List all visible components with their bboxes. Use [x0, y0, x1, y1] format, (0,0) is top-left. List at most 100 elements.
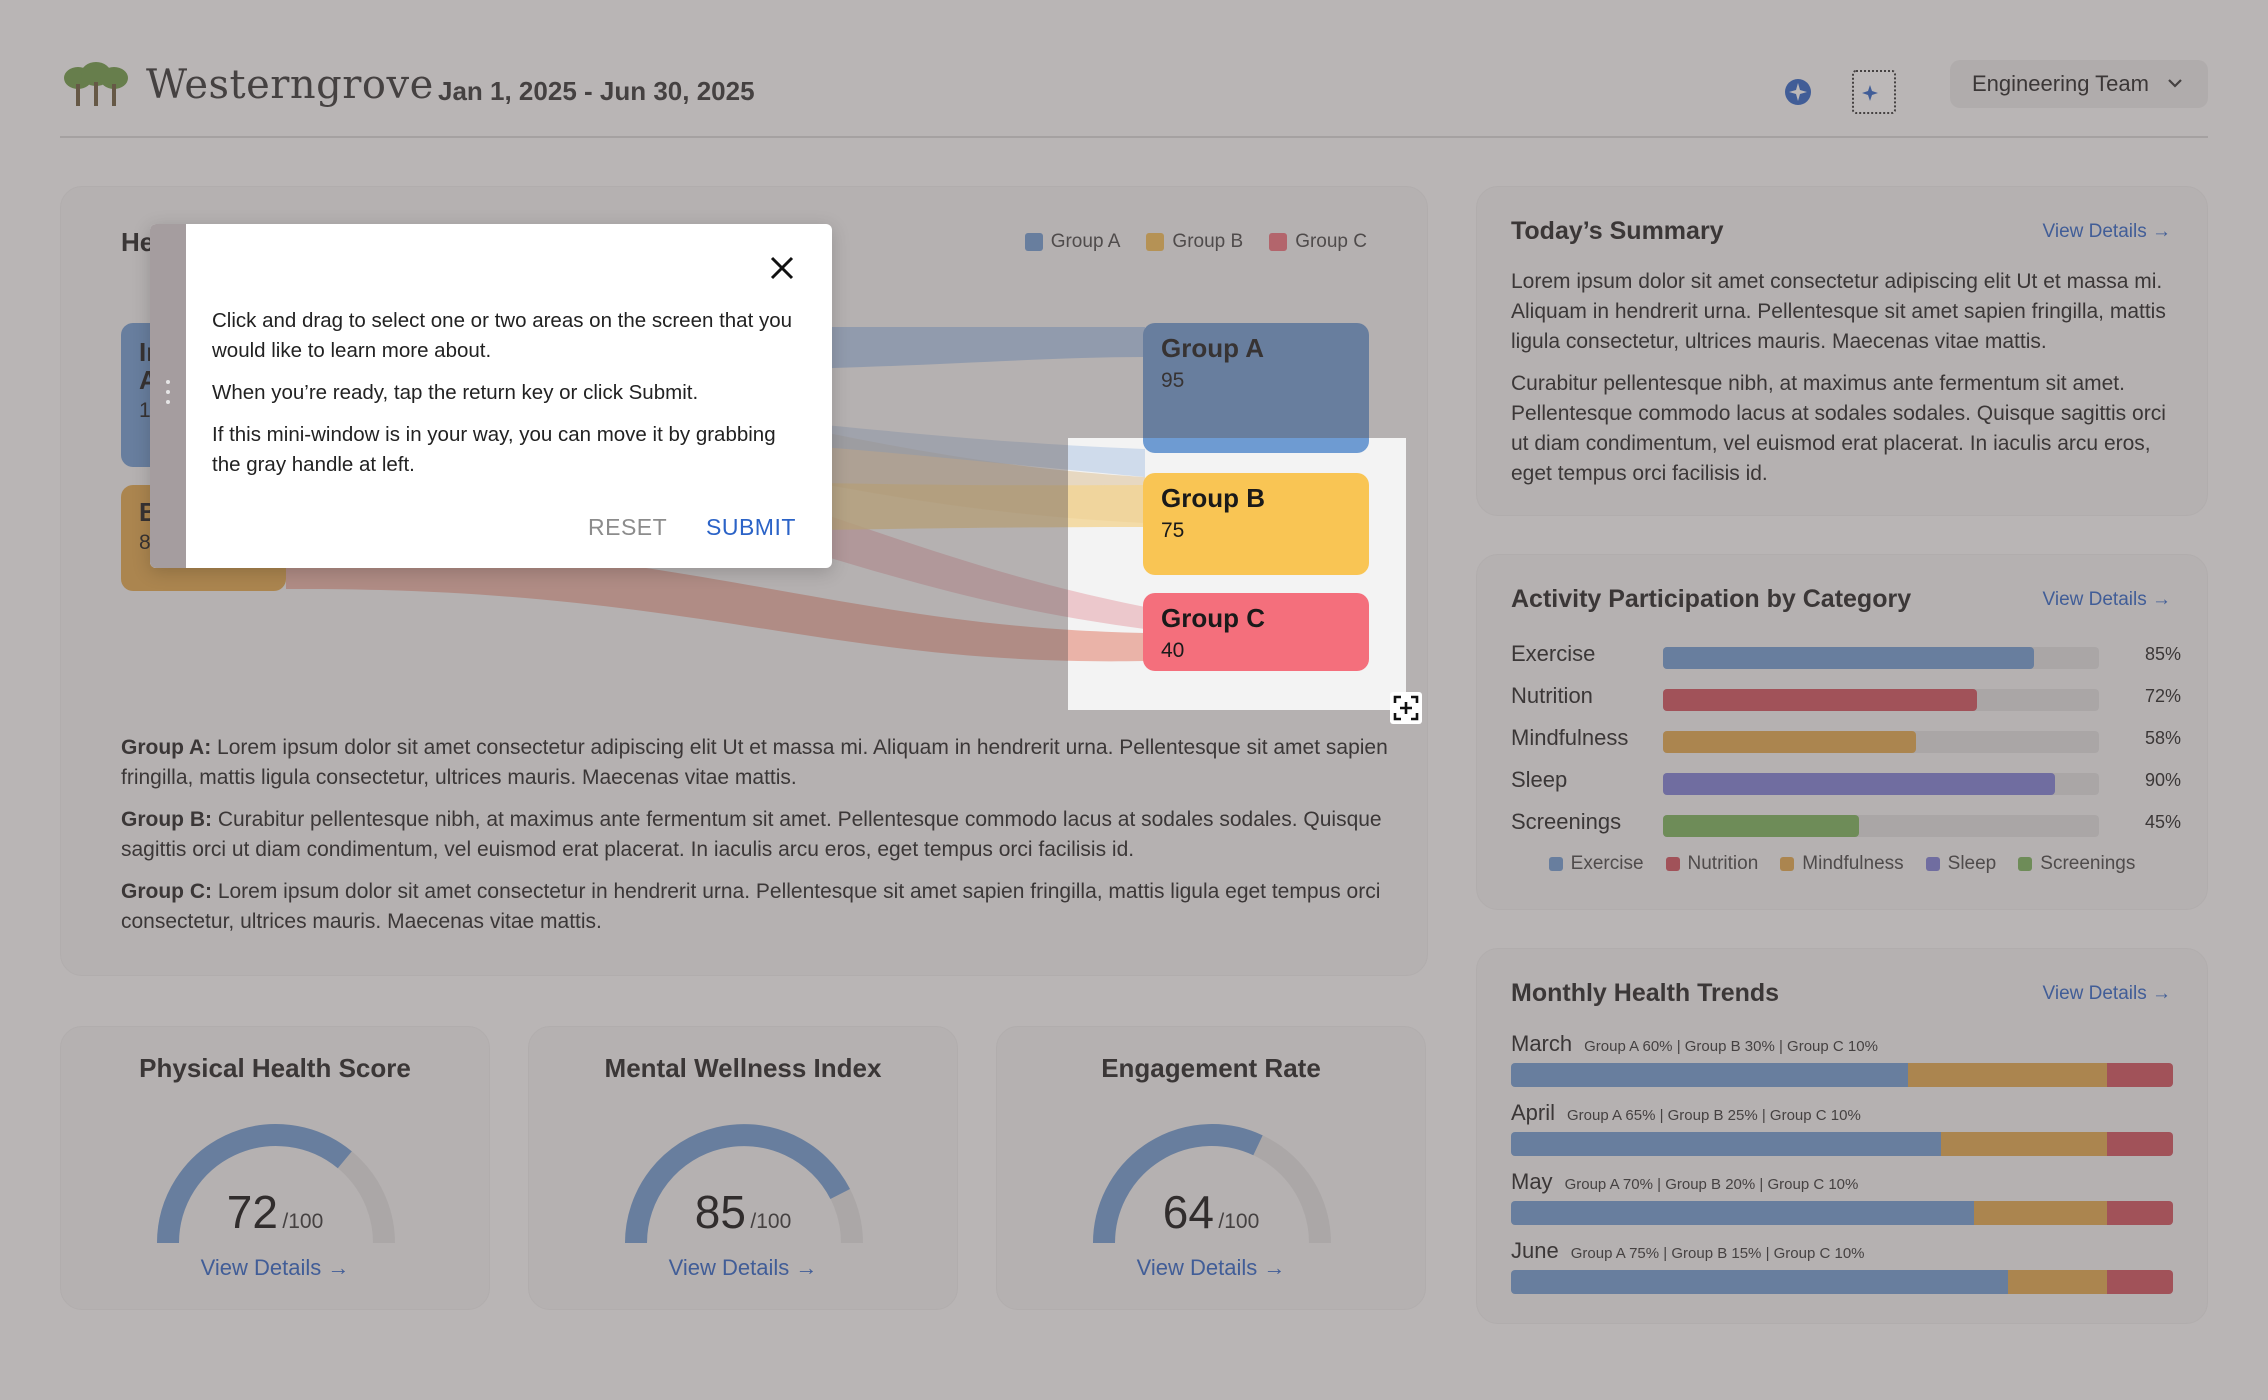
view-details-link[interactable]: View Details → [2042, 221, 2171, 242]
card-title: Today’s Summary [1511, 217, 1724, 245]
trend-month: March [1511, 1031, 1573, 1056]
gauge-title: Engagement Rate [1101, 1053, 1321, 1083]
view-details-link[interactable]: View Details → [1136, 1255, 1286, 1280]
gauge-title: Mental Wellness Index [604, 1053, 882, 1083]
trend-row: April Group A 65% | Group B 25% | Group C… [1511, 1100, 2173, 1156]
region-select-icon [1862, 85, 1878, 101]
summary-text: Lorem ipsum dolor sit amet consectetur a… [1511, 267, 2179, 501]
target-node-group-b-label: Group B [1161, 483, 1265, 513]
brand-logo: Westerngrove [60, 62, 434, 108]
segment-group-c [2106, 1063, 2173, 1087]
gauge-arc [625, 1124, 863, 1244]
target-node-group-a-value: 95 [1161, 369, 1184, 392]
activity-label: Sleep [1511, 767, 1568, 792]
close-icon[interactable] [766, 252, 798, 284]
gauge-number: 64 [1162, 1186, 1214, 1238]
team-dropdown[interactable]: Engineering Team [1950, 60, 2208, 108]
segment-group-b [1908, 1063, 2107, 1087]
trend-row: June Group A 75% | Group B 15% | Group C … [1511, 1238, 2173, 1294]
activity-row-exercise: Exercise 85% [1511, 641, 2181, 671]
selected-region[interactable]: Westerngrove Jan 1, 2025 - Jun 30, 2025 … [1068, 438, 1406, 710]
view-details-link[interactable]: View Details → [2042, 589, 2171, 610]
gauge-value: 64 /100 [997, 1185, 1425, 1239]
trend-stacked-bar [1511, 1201, 2173, 1225]
target-node-group-c [1143, 593, 1369, 671]
summary-paragraph: Curabitur pellentesque nibh, at maximus … [1511, 372, 2166, 485]
activity-bar-fill [1663, 815, 1860, 837]
trend-month: May [1511, 1169, 1553, 1194]
activity-percent: 90% [2144, 770, 2181, 790]
team-dropdown-value: Engineering Team [1972, 71, 2149, 96]
activity-participation-card: Activity Participation by Category View … [1476, 554, 2208, 910]
trend-month: June [1511, 1238, 1559, 1263]
brand-name: Westerngrove [146, 62, 434, 108]
trend-detail: Group A 75% | Group B 15% | Group C 10% [1570, 1245, 1865, 1262]
gauge-max: /100 [750, 1210, 792, 1233]
segment-group-a [1511, 1132, 1942, 1156]
trend-row: May Group A 70% | Group B 20% | Group C 1… [1511, 1169, 2173, 1225]
activity-label: Mindfulness [1511, 725, 1629, 750]
flow-chart-card: He Group A Group B Group C In A 1 B 8 Gr… [1068, 438, 1406, 710]
activity-bar-fill [1663, 773, 2056, 795]
instruction-text: If this mini-window is in your way, you … [212, 423, 776, 476]
activity-percent: 45% [2144, 812, 2181, 832]
activity-bar-fill [1663, 689, 1977, 711]
expand-selection-icon [1390, 692, 1422, 724]
trend-stacked-bar [1511, 1270, 2173, 1294]
segment-group-a [1511, 1201, 1975, 1225]
gauge-arc [1093, 1124, 1331, 1244]
trend-detail: Group A 70% | Group B 20% | Group C 10% [1564, 1176, 1859, 1193]
region-select-button[interactable] [1852, 70, 1896, 114]
legend-label: Screenings [2040, 853, 2136, 874]
instruction-text: Click and drag to select one or two area… [212, 309, 793, 362]
source-node-a-value: 1 [139, 399, 151, 422]
selection-instructions-dialog: Click and drag to select one or two area… [150, 224, 832, 568]
target-node-group-a[interactable] [1143, 323, 1369, 453]
selection-resize-handle[interactable] [1388, 690, 1424, 726]
view-details-link[interactable]: View Details → [668, 1255, 818, 1280]
activity-row-sleep: Sleep 90% [1511, 767, 2181, 797]
activity-bar-fill [1663, 731, 1916, 753]
legend-item: Exercise [1548, 853, 1644, 875]
top-header: Westerngrove Jan 1, 2025 - Jun 30, 2025 … [60, 52, 2208, 138]
segment-group-b [2007, 1270, 2107, 1294]
reset-button[interactable]: RESET [588, 514, 668, 540]
view-details-link[interactable]: View Details → [200, 1255, 350, 1280]
legend-swatch [2018, 857, 2033, 871]
gauge-fill [157, 1124, 352, 1244]
group-b-description: Group B: Curabitur pellentesque nibh, at… [121, 805, 1391, 865]
gauge-number: 85 [694, 1186, 746, 1238]
description-key: Group A: [121, 736, 212, 759]
legend-item: Group C [1269, 231, 1367, 253]
legend-item: Sleep [1925, 853, 1997, 875]
activity-percent: 85% [2144, 644, 2181, 664]
activity-bar-track [1663, 773, 2099, 795]
legend-label: Sleep [1947, 853, 1997, 874]
activity-percent: 58% [2144, 728, 2181, 748]
segment-group-b [1941, 1132, 2107, 1156]
activity-row-mindfulness: Mindfulness 58% [1511, 725, 2181, 755]
activity-bar-track [1663, 689, 2099, 711]
engagement-rate-card: Engagement Rate 64 /100 View Details → [996, 1026, 1426, 1310]
gauge-arc [157, 1124, 395, 1244]
target-node-group-b-value: 75 [1161, 519, 1184, 542]
dialog-drag-handle[interactable] [150, 224, 186, 568]
legend-swatch [1269, 233, 1288, 251]
gauge-value: 72 /100 [61, 1185, 489, 1239]
trend-row: March Group A 60% | Group B 30% | Group C… [1511, 1031, 2173, 1087]
segment-group-c [2106, 1201, 2173, 1225]
activity-percent: 72% [2144, 686, 2181, 706]
legend-item: Group B [1146, 231, 1243, 253]
submit-button[interactable]: SUBMIT [706, 514, 796, 540]
target-node-group-b [1143, 473, 1369, 575]
activity-legend: Exercise Nutrition Mindfulness Sleep Scr… [1477, 853, 2207, 875]
segment-group-a [1511, 1063, 1909, 1087]
view-details-link[interactable]: View Details → [2042, 983, 2171, 1004]
legend-item: Nutrition [1665, 853, 1758, 875]
date-range[interactable]: Jan 1, 2025 - Jun 30, 2025 [438, 76, 755, 106]
drag-grip-icon [166, 380, 170, 410]
physical-health-card: Physical Health Score 72 /100 View Detai… [60, 1026, 490, 1310]
legend-swatch [1925, 857, 1940, 871]
sparkle-button[interactable] [1776, 70, 1820, 114]
card-title: Monthly Health Trends [1511, 979, 1780, 1007]
